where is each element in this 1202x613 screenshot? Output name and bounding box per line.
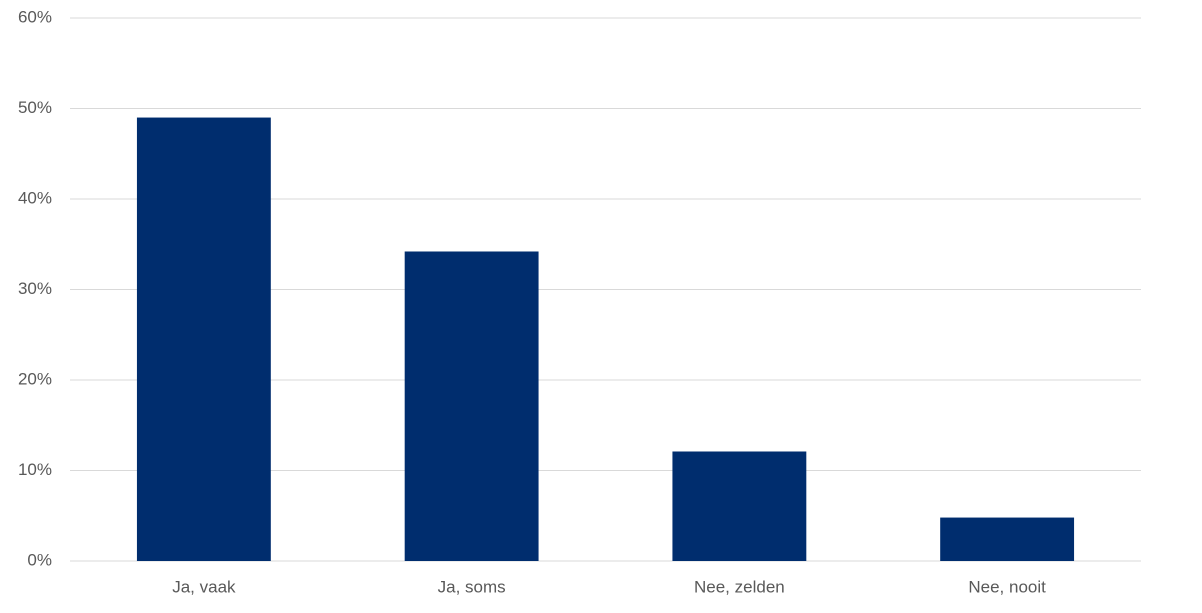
- x-tick-label: Ja, soms: [438, 577, 506, 596]
- bar: [672, 451, 807, 561]
- y-tick-label: 20%: [18, 369, 52, 388]
- bar: [404, 251, 539, 562]
- y-tick-label: 50%: [18, 98, 52, 117]
- bar: [136, 117, 271, 562]
- x-tick-label: Ja, vaak: [172, 577, 236, 596]
- y-tick-label: 60%: [18, 7, 52, 26]
- y-tick-label: 10%: [18, 460, 52, 479]
- y-tick-label: 30%: [18, 279, 52, 298]
- x-tick-label: Nee, nooit: [968, 577, 1046, 596]
- x-tick-label: Nee, zelden: [694, 577, 785, 596]
- y-tick-label: 40%: [18, 188, 52, 207]
- y-tick-label: 0%: [27, 550, 52, 569]
- bar: [940, 517, 1075, 561]
